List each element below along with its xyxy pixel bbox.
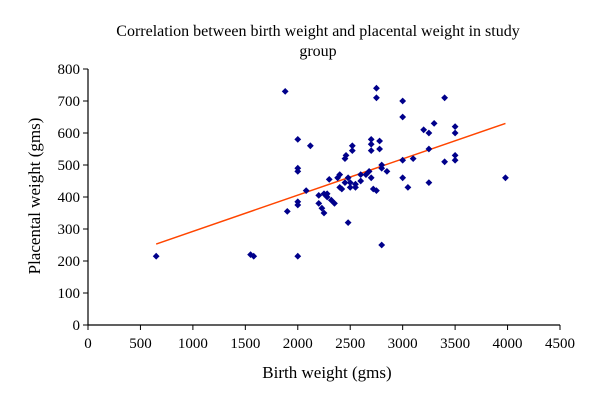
data-point xyxy=(441,158,449,166)
data-point xyxy=(367,136,375,143)
data-point xyxy=(327,196,335,204)
data-point xyxy=(336,184,344,191)
x-tick-label: 3500 xyxy=(440,336,470,352)
data-point xyxy=(365,168,373,175)
data-point xyxy=(367,140,375,148)
data-point xyxy=(367,147,375,154)
data-point xyxy=(336,171,344,178)
data-point xyxy=(344,219,352,226)
data-point xyxy=(425,179,433,186)
data-point xyxy=(344,174,352,182)
data-point xyxy=(294,252,302,260)
axes: 0 500 1000 1500 2000 2500 3000 3500 4000 4500 0 100… xyxy=(58,62,576,352)
data-point xyxy=(425,145,433,153)
data-point xyxy=(348,142,356,150)
data-point xyxy=(331,200,338,207)
y-axis-title: Placental weight (gms) xyxy=(25,118,44,275)
y-tick-label: 200 xyxy=(58,254,81,270)
data-point xyxy=(373,84,380,92)
data-point xyxy=(376,137,383,145)
y-tick-label: 500 xyxy=(58,158,81,174)
data-point xyxy=(283,208,291,215)
y-tick-label: 100 xyxy=(58,286,81,302)
data-point xyxy=(451,156,459,164)
data-point xyxy=(352,184,359,191)
chart-title-line-2: group xyxy=(299,43,336,60)
x-tick-label: 4000 xyxy=(493,336,523,352)
y-tick-label: 400 xyxy=(58,190,81,206)
x-tick-label: 2000 xyxy=(283,336,313,352)
x-tick-label: 2500 xyxy=(335,336,365,352)
x-tick-label: 1500 xyxy=(230,336,260,352)
data-point xyxy=(383,168,391,175)
data-point xyxy=(318,204,326,212)
data-point xyxy=(346,184,354,191)
data-points xyxy=(152,84,509,260)
data-point xyxy=(404,184,412,191)
data-point xyxy=(357,177,365,185)
data-point xyxy=(409,155,417,162)
x-tick-label: 500 xyxy=(129,336,152,352)
data-point xyxy=(250,252,258,260)
y-tick-label: 600 xyxy=(58,126,81,142)
data-point xyxy=(399,113,407,121)
y-tick-label: 0 xyxy=(73,318,81,334)
data-point xyxy=(373,187,380,194)
data-point xyxy=(420,126,428,134)
data-point xyxy=(294,198,302,206)
x-tick-label: 4500 xyxy=(545,336,575,352)
data-point xyxy=(399,97,407,105)
data-point xyxy=(451,152,459,159)
data-point xyxy=(502,174,509,182)
data-point xyxy=(378,241,386,249)
data-point xyxy=(341,179,349,186)
data-point xyxy=(399,174,407,182)
data-point xyxy=(430,120,438,127)
data-point xyxy=(315,200,323,207)
y-tick-label: 300 xyxy=(58,222,81,238)
data-point xyxy=(294,136,302,143)
data-point xyxy=(373,94,380,102)
data-point xyxy=(323,190,331,198)
x-tick-label: 3000 xyxy=(388,336,418,352)
data-point xyxy=(338,185,346,193)
trendline-layer xyxy=(155,122,506,245)
y-tick-label: 700 xyxy=(58,94,81,110)
trendline xyxy=(155,122,506,245)
data-point xyxy=(306,142,314,150)
data-point xyxy=(451,129,459,137)
data-point xyxy=(399,156,407,164)
data-point xyxy=(376,145,383,153)
data-point xyxy=(320,209,328,217)
data-point xyxy=(315,192,323,199)
x-axis-title: Birth weight (gms) xyxy=(262,363,391,382)
data-point xyxy=(302,187,310,194)
x-tick-label: 0 xyxy=(84,336,92,352)
data-point xyxy=(378,164,386,172)
chart-title-line-1: Correlation between birth weight and pla… xyxy=(116,23,519,40)
data-point xyxy=(152,252,160,260)
data-point xyxy=(325,176,333,183)
data-point xyxy=(451,123,459,130)
data-point xyxy=(281,88,289,95)
data-point xyxy=(357,171,365,178)
data-point xyxy=(346,179,354,186)
data-point xyxy=(334,174,342,182)
data-point xyxy=(348,147,356,154)
y-tick-label: 800 xyxy=(58,62,81,78)
data-point xyxy=(367,174,375,182)
data-point xyxy=(294,164,302,172)
data-point xyxy=(425,129,433,137)
data-point xyxy=(441,94,449,102)
x-tick-label: 1000 xyxy=(178,336,208,352)
data-point xyxy=(342,152,350,159)
data-point xyxy=(341,155,349,162)
